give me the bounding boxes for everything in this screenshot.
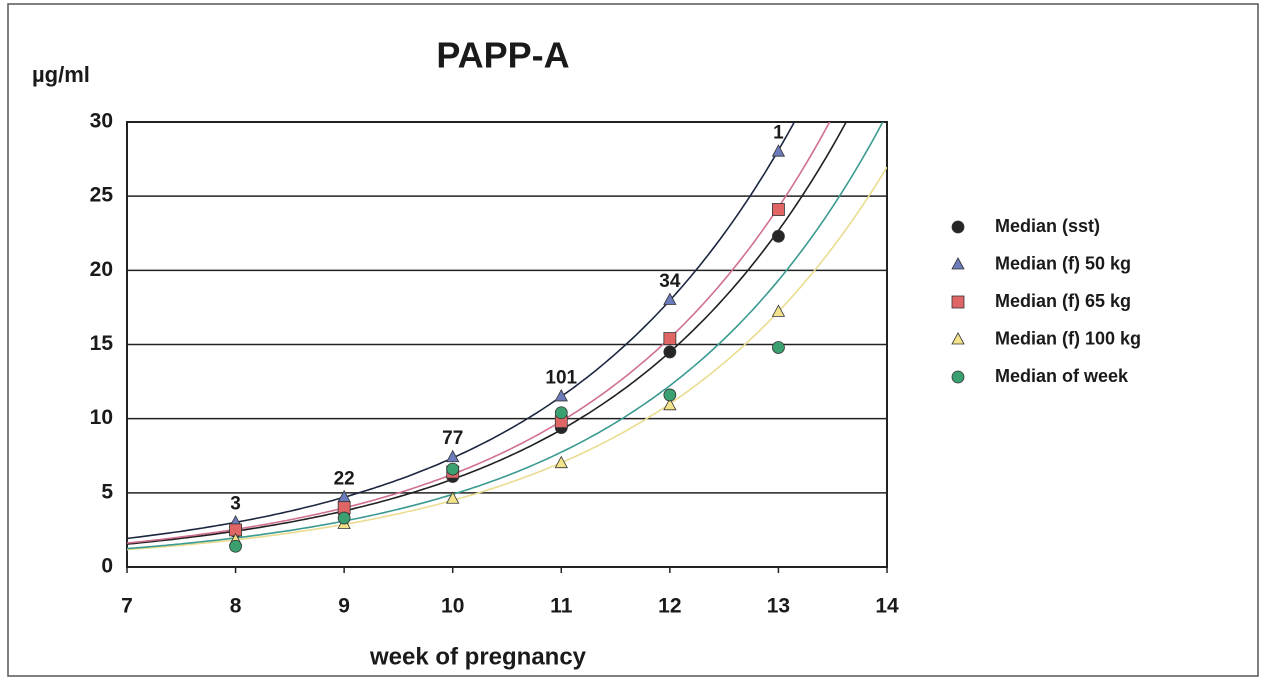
point — [772, 341, 785, 354]
trend-line — [127, 122, 831, 544]
legend-marker — [951, 370, 965, 384]
legend-marker — [951, 257, 965, 270]
x-tick-label: 8 — [230, 595, 242, 618]
point — [554, 388, 568, 402]
point — [663, 397, 677, 411]
point — [663, 292, 677, 305]
y-tick-label: 15 — [90, 332, 114, 355]
point — [229, 539, 242, 553]
x-tick-label: 12 — [658, 595, 681, 618]
legend-marker — [951, 295, 965, 309]
y-axis-label: µg/ml — [32, 62, 90, 87]
chart-title: PAPP-A — [436, 35, 569, 76]
annotation: 3 — [230, 494, 241, 515]
point — [446, 491, 460, 504]
point — [663, 388, 677, 402]
x-tick-label: 13 — [767, 595, 790, 618]
annotation: 34 — [659, 271, 681, 292]
y-tick-label: 5 — [101, 480, 113, 503]
plot-border — [126, 121, 888, 568]
point — [446, 449, 460, 463]
point — [771, 304, 786, 317]
point — [772, 203, 785, 216]
y-tick-label: 30 — [90, 110, 113, 133]
point — [663, 345, 677, 359]
point — [554, 455, 568, 469]
legend-label: Median of week — [995, 366, 1129, 386]
point — [554, 406, 568, 420]
legend-label: Median (f) 65 kg — [995, 291, 1131, 311]
x-tick-label: 7 — [121, 595, 133, 618]
trend-line — [127, 122, 848, 545]
x-tick-label: 10 — [441, 595, 464, 618]
legend-label: Median (sst) — [995, 216, 1100, 236]
point — [337, 511, 351, 525]
legend-marker — [951, 332, 965, 345]
y-tick-label: 0 — [101, 555, 113, 578]
annotation: 77 — [442, 428, 463, 449]
legend-label: Median (f) 100 kg — [995, 328, 1141, 348]
annotation: 22 — [334, 468, 355, 489]
point — [446, 462, 460, 476]
point — [772, 229, 785, 243]
annotation: 1 — [773, 123, 784, 144]
x-axis-label: week of pregnancy — [369, 643, 587, 670]
y-tick-label: 10 — [90, 406, 113, 429]
point — [771, 144, 786, 157]
trend-line — [127, 166, 887, 551]
x-tick-label: 14 — [875, 595, 899, 618]
frame — [7, 3, 1259, 677]
legend-label: Median (f) 50 kg — [995, 253, 1131, 273]
trend-line — [127, 122, 796, 540]
y-tick-label: 25 — [90, 184, 114, 207]
legend-marker — [951, 220, 965, 234]
x-tick-label: 9 — [338, 595, 350, 618]
annotation: 101 — [545, 367, 577, 388]
y-tick-label: 20 — [90, 258, 113, 281]
point — [663, 332, 677, 345]
x-tick-label: 11 — [550, 595, 573, 618]
trend-line — [127, 122, 884, 550]
